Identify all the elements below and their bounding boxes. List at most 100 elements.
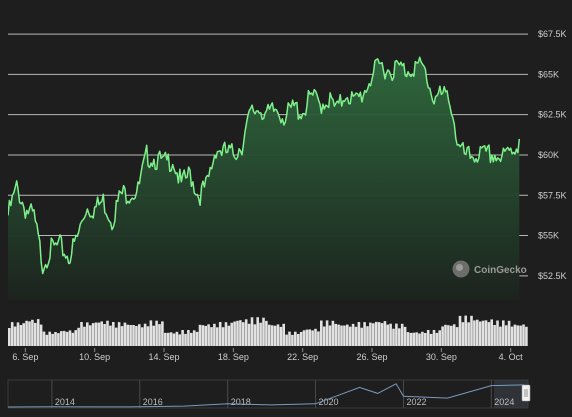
navigator[interactable]: 2014 2016 2018 2020 2022 2024 xyxy=(7,379,531,409)
volume-bar xyxy=(484,320,488,346)
volume-bar xyxy=(360,327,363,346)
volume-bar xyxy=(473,320,476,346)
navigator-year-label: 2014 xyxy=(55,397,75,407)
volume-bar xyxy=(158,324,161,346)
x-tick-label: 10. Sep xyxy=(79,352,110,362)
volume-bar xyxy=(357,322,361,346)
volume-bar xyxy=(282,323,285,346)
volume-bars xyxy=(8,315,528,346)
volume-bar xyxy=(268,324,271,346)
volume-bar xyxy=(187,330,190,346)
volume-bar xyxy=(155,320,158,346)
volume-bar xyxy=(164,332,167,346)
volume-bar xyxy=(247,323,251,346)
volume-bar xyxy=(337,324,340,346)
volume-bar xyxy=(28,321,31,346)
volume-bar xyxy=(314,328,317,346)
volume-bar xyxy=(250,317,254,346)
volume-bar xyxy=(369,322,372,346)
volume-bar xyxy=(42,331,46,346)
volume-bar xyxy=(62,330,66,346)
price-area-fill xyxy=(8,57,520,300)
watermark: CoinGecko xyxy=(452,260,527,278)
volume-bar xyxy=(395,323,398,346)
volume-bar xyxy=(207,324,210,346)
volume-bar xyxy=(91,323,95,346)
volume-bar xyxy=(406,332,410,346)
x-axis: 6. Sep 10. Sep 14. Sep 18. Sep 22. Sep 26. Se… xyxy=(12,348,523,362)
volume-bar xyxy=(224,322,228,346)
volume-bar xyxy=(285,334,288,346)
volume-bar xyxy=(447,325,450,346)
volume-bar xyxy=(242,322,245,346)
volume-bar xyxy=(88,325,92,346)
navigator-handle[interactable] xyxy=(521,384,531,402)
volume-bar xyxy=(106,320,109,346)
x-tick-label: 4. Oct xyxy=(499,352,524,362)
volume-bar xyxy=(216,327,219,346)
volume-bar xyxy=(178,334,181,346)
volume-bar xyxy=(34,322,37,346)
x-tick-label: 6. Sep xyxy=(12,352,38,362)
volume-bar xyxy=(80,322,83,346)
y-tick-label: $55K xyxy=(538,231,559,241)
volume-bar xyxy=(117,322,121,346)
volume-bar xyxy=(481,320,485,346)
volume-bar xyxy=(192,330,196,346)
volume-bar xyxy=(97,322,101,346)
volume-bar xyxy=(366,326,369,346)
volume-bar xyxy=(525,326,528,346)
volume-bar xyxy=(126,324,129,346)
volume-bar xyxy=(377,322,381,346)
volume-bar xyxy=(201,325,205,346)
y-tick-label: $62.5K xyxy=(538,110,567,120)
volume-bar xyxy=(184,333,187,346)
navigator-year-label: 2022 xyxy=(406,397,426,407)
volume-bar xyxy=(383,321,387,346)
volume-bar xyxy=(438,330,441,346)
navigator-track[interactable] xyxy=(7,379,529,409)
volume-bar xyxy=(487,322,491,346)
volume-bar xyxy=(31,319,34,346)
volume-bar xyxy=(51,333,54,346)
volume-bar xyxy=(135,326,138,346)
volume-bar xyxy=(331,320,335,346)
volume-bar xyxy=(68,330,72,346)
volume-bar xyxy=(262,317,265,346)
volume-bar xyxy=(279,326,283,346)
volume-bar xyxy=(325,320,329,346)
y-tick-label: $67.5K xyxy=(538,29,567,39)
volume-bar xyxy=(132,325,135,346)
navigator-history-line xyxy=(7,383,525,408)
volume-bar xyxy=(273,325,277,346)
volume-bar xyxy=(129,325,132,346)
volume-bar xyxy=(432,330,436,346)
volume-bar xyxy=(19,325,23,346)
volume-bar xyxy=(233,321,236,346)
volume-bar xyxy=(464,315,467,346)
volume-bar xyxy=(317,331,320,346)
volume-bar xyxy=(244,319,248,346)
volume-bar xyxy=(409,332,413,346)
volume-bar xyxy=(210,327,213,346)
volume-bar xyxy=(412,332,415,346)
volume-bar xyxy=(374,321,378,346)
volume-bar xyxy=(467,322,470,346)
volume-bar xyxy=(86,322,89,346)
volume-bar xyxy=(346,324,349,346)
volume-bar xyxy=(415,332,418,346)
volume-bar xyxy=(94,322,98,346)
volume-bar xyxy=(198,324,202,346)
volume-bar xyxy=(435,332,439,346)
volume-bar xyxy=(143,323,147,346)
volume-bar xyxy=(389,323,392,346)
x-tick-label: 30. Sep xyxy=(426,352,457,362)
volume-bar xyxy=(426,330,430,346)
volume-bar xyxy=(239,320,242,346)
volume-bar xyxy=(424,333,427,346)
volume-bar xyxy=(213,323,216,346)
volume-bar xyxy=(308,329,311,346)
volume-bar xyxy=(65,331,69,346)
volume-bar xyxy=(256,317,259,346)
